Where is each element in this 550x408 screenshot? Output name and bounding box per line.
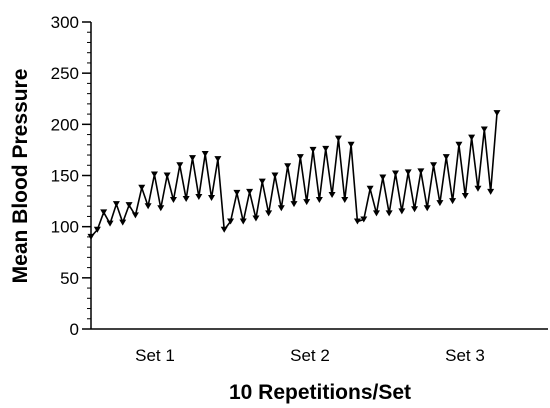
data-point-marker bbox=[398, 208, 406, 215]
data-point-marker bbox=[493, 110, 501, 117]
data-point-marker bbox=[144, 203, 152, 210]
data-point-marker bbox=[461, 192, 469, 199]
data-point-marker bbox=[360, 216, 368, 223]
data-point-marker bbox=[309, 146, 317, 153]
data-point-marker bbox=[353, 218, 361, 225]
data-point-marker bbox=[315, 197, 323, 204]
y-tick-label: 100 bbox=[51, 218, 79, 237]
y-tick-label: 0 bbox=[70, 320, 79, 339]
x-group-label: Set 2 bbox=[290, 346, 330, 365]
data-point-marker bbox=[379, 174, 387, 181]
data-point-marker bbox=[214, 156, 222, 163]
data-point-marker bbox=[208, 195, 216, 202]
data-point-marker bbox=[195, 193, 203, 200]
y-tick-label: 250 bbox=[51, 64, 79, 83]
data-point-marker bbox=[455, 141, 463, 148]
data-point-marker bbox=[442, 154, 450, 161]
y-tick-label: 50 bbox=[60, 269, 79, 288]
data-point-marker bbox=[468, 134, 476, 141]
data-point-marker bbox=[189, 155, 196, 162]
data-point-marker bbox=[474, 185, 482, 192]
data-point-marker bbox=[334, 135, 342, 142]
data-point-marker bbox=[271, 172, 279, 179]
data-point-marker bbox=[341, 197, 349, 204]
data-point-marker bbox=[322, 145, 330, 152]
y-axis-title: Mean Blood Pressure bbox=[9, 69, 32, 284]
data-point-marker bbox=[112, 201, 120, 208]
x-group-label: Set 3 bbox=[445, 346, 485, 365]
data-point-marker bbox=[277, 205, 285, 212]
data-point-marker bbox=[227, 218, 235, 225]
data-point-marker bbox=[480, 126, 488, 133]
data-point-marker bbox=[157, 205, 165, 212]
data-point-marker bbox=[430, 162, 438, 169]
data-point-marker bbox=[265, 210, 273, 217]
data-point-marker bbox=[138, 184, 146, 191]
data-point-marker bbox=[392, 170, 399, 177]
data-point-marker bbox=[436, 200, 444, 207]
data-point-marker bbox=[239, 218, 247, 225]
y-tick-label: 200 bbox=[51, 115, 79, 134]
data-point-marker bbox=[201, 151, 209, 158]
data-point-marker bbox=[220, 226, 228, 233]
x-group-label: Set 1 bbox=[135, 346, 175, 365]
data-point-marker bbox=[372, 210, 380, 217]
data-point-marker bbox=[246, 188, 254, 195]
data-point-marker bbox=[303, 199, 311, 206]
data-point-marker bbox=[106, 220, 114, 227]
data-point-marker bbox=[182, 196, 190, 203]
data-point-marker bbox=[366, 185, 374, 192]
data-point-marker bbox=[258, 178, 266, 185]
data-point-marker bbox=[176, 162, 184, 169]
data-point-marker bbox=[487, 188, 495, 195]
y-tick-label: 150 bbox=[51, 167, 79, 186]
series-line-group bbox=[87, 110, 501, 240]
data-point-marker bbox=[169, 197, 177, 204]
data-point-marker bbox=[93, 226, 101, 233]
data-point-marker bbox=[284, 163, 292, 170]
data-point-marker bbox=[233, 189, 241, 196]
data-point-marker bbox=[423, 205, 431, 212]
data-point-marker bbox=[150, 171, 158, 178]
data-point-marker bbox=[119, 219, 127, 226]
data-point-marker bbox=[404, 169, 412, 176]
data-point-marker bbox=[252, 215, 260, 222]
data-point-marker bbox=[296, 154, 304, 161]
data-point-marker bbox=[125, 202, 133, 209]
data-point-marker bbox=[411, 206, 419, 213]
data-point-marker bbox=[100, 209, 108, 216]
data-point-marker bbox=[87, 233, 95, 240]
y-tick-label: 300 bbox=[51, 13, 79, 32]
data-point-marker bbox=[347, 141, 355, 148]
data-point-marker bbox=[385, 210, 393, 217]
x-axis-title: 10 Repetitions/Set bbox=[229, 381, 411, 404]
data-point-marker bbox=[328, 191, 336, 198]
data-point-marker bbox=[449, 198, 457, 205]
x-axis: Set 1 Set 2 Set 3 bbox=[91, 328, 548, 365]
data-point-marker bbox=[290, 201, 298, 208]
y-axis: 0 50 100 150 200 250 300 bbox=[51, 13, 92, 339]
data-point-marker bbox=[131, 212, 139, 219]
series-line bbox=[90, 113, 498, 238]
data-point-marker bbox=[163, 172, 171, 179]
data-point-marker bbox=[417, 168, 425, 175]
